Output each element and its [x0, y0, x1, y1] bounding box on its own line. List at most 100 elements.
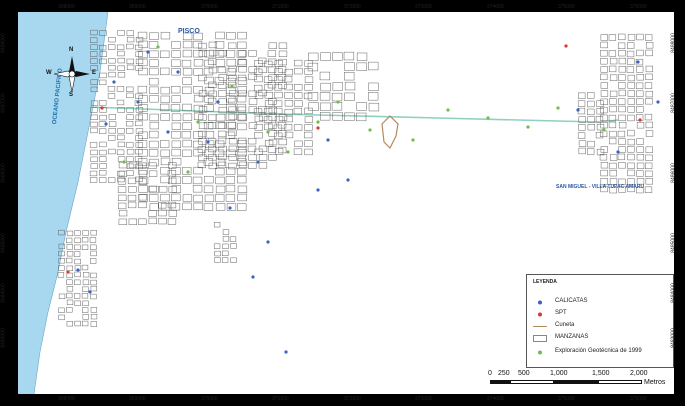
manzana-block	[171, 50, 181, 58]
top-tick-label: 375000	[558, 4, 575, 10]
manzana-block	[74, 258, 81, 265]
manzana-block	[213, 243, 221, 249]
manzana-block	[228, 42, 237, 49]
manzana-block	[237, 167, 247, 176]
manzana-block	[149, 95, 159, 103]
manzana-block	[587, 124, 595, 131]
survey-point	[88, 290, 92, 294]
manzana-block	[89, 170, 98, 177]
manzana-block	[74, 300, 81, 306]
manzana-block	[217, 161, 227, 169]
manzana-block	[248, 90, 257, 97]
manzana-block	[208, 66, 218, 74]
manzana-block	[227, 122, 237, 129]
manzana-block	[609, 130, 617, 138]
manzana-block	[160, 113, 170, 121]
place-pisco: PISCO	[178, 28, 200, 35]
manzana-block	[258, 162, 268, 169]
survey-point	[196, 120, 200, 124]
manzana-block	[160, 175, 170, 184]
manzana-block	[278, 42, 288, 49]
manzana-block	[126, 107, 134, 113]
manzana-block	[204, 149, 214, 157]
manzana-block	[595, 116, 604, 123]
manzana-block	[198, 154, 207, 161]
manzana-block	[587, 92, 595, 99]
manzana-block	[90, 37, 98, 43]
scale-bar: 0 250 500 1,000 1,500 2,000 Metros	[488, 370, 668, 400]
manzana-block	[284, 100, 294, 107]
manzana-block	[600, 162, 609, 169]
manzana-block	[66, 286, 74, 292]
manzana-block	[608, 65, 617, 73]
manzana-block	[126, 149, 135, 155]
manzana-block	[99, 79, 107, 86]
manzana-block	[90, 279, 97, 286]
manzana-block	[138, 176, 149, 185]
manzana-block	[90, 127, 98, 134]
manzana-block	[215, 167, 225, 176]
manzana-block	[228, 65, 237, 73]
manzana-block	[149, 59, 159, 67]
manzana-block	[90, 51, 98, 57]
top-tick-label: 373000	[415, 4, 432, 10]
manzana-block	[294, 59, 303, 67]
manzana-block	[226, 32, 236, 40]
manzana-block	[264, 100, 274, 107]
left-tick-label: 8488000	[0, 33, 7, 53]
manzana-block	[294, 67, 303, 75]
manzana-block	[645, 90, 653, 98]
right-tick-label: 8486000	[670, 163, 677, 183]
manzana-block	[108, 44, 116, 50]
manzana-block	[278, 146, 287, 154]
survey-point	[336, 100, 340, 104]
manzana-block	[138, 162, 147, 169]
manzana-block	[193, 50, 203, 58]
manzana-block	[99, 58, 107, 65]
manzana-block	[171, 68, 181, 76]
manzana-block	[228, 90, 238, 97]
manzana-block	[636, 170, 644, 177]
manzana-block	[193, 86, 203, 94]
bottom-tick-label: 368000	[58, 396, 75, 402]
manzana-block	[198, 74, 207, 82]
manzana-block	[600, 178, 608, 185]
manzana-block	[248, 106, 257, 113]
manzana-block	[193, 59, 204, 67]
manzana-block	[167, 218, 177, 225]
manzana-block	[204, 104, 214, 112]
manzana-block	[636, 33, 644, 41]
manzana-block	[237, 77, 248, 85]
top-tick-label: 370000	[201, 4, 218, 10]
manzana-block	[168, 177, 177, 185]
manzana-block	[228, 97, 237, 105]
manzana-block	[645, 73, 653, 81]
manzana-block	[278, 82, 287, 89]
manzana-block	[82, 314, 89, 320]
manzana-block	[587, 100, 595, 108]
manzana-block	[627, 138, 635, 146]
manzana-block	[627, 98, 635, 105]
manzana-block	[577, 132, 586, 139]
manzana-block	[135, 142, 143, 148]
manzana-block	[645, 162, 653, 169]
manzana-block	[645, 121, 653, 129]
manzana-block	[116, 99, 125, 106]
manzana-block	[182, 40, 193, 49]
manzana-block	[237, 154, 247, 162]
manzana-block	[218, 90, 227, 97]
manzana-block	[344, 81, 356, 91]
manzana-block	[117, 186, 127, 193]
manzana-block	[618, 33, 626, 41]
manzana-block	[274, 68, 283, 75]
manzana-block	[596, 100, 604, 107]
manzana-block	[596, 148, 605, 156]
manzana-block	[137, 31, 148, 40]
survey-point	[316, 188, 320, 192]
manzana-block	[609, 90, 618, 98]
manzana-block	[170, 104, 181, 112]
manzana-block	[148, 41, 159, 49]
manzana-block	[304, 124, 313, 131]
manzana-block	[149, 50, 159, 58]
manzana-block	[225, 131, 236, 140]
